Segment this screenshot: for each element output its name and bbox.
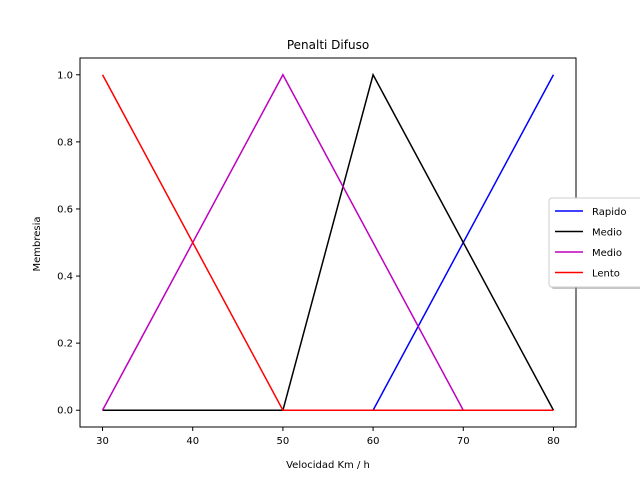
- legend: Rapido Medio Medio Lento: [548, 197, 640, 289]
- legend-label: Lento: [592, 269, 620, 280]
- x-tick-label: 60: [367, 436, 380, 447]
- y-tick-label: 1.0: [57, 70, 73, 81]
- y-tick-label: 0.6: [57, 204, 73, 215]
- legend-label: Medio: [592, 248, 622, 259]
- y-tick-label: 0.8: [57, 137, 73, 148]
- x-tick-label: 50: [277, 436, 290, 447]
- y-tick-label: 0.4: [57, 272, 73, 283]
- axes-layer: 30 40 50 60 70 80 0.0 0.2 0.4 0.6 0.8 1.0: [57, 57, 577, 447]
- chart-title: Penalti Difuso: [287, 38, 369, 52]
- x-tick-label: 80: [547, 436, 560, 447]
- x-axis-label: Velocidad Km / h: [286, 460, 370, 471]
- legend-box: [548, 197, 640, 288]
- legend-label: Medio: [592, 228, 622, 239]
- y-tick-label: 0.0: [57, 406, 73, 417]
- x-tick-label: 70: [457, 436, 470, 447]
- series-line-medio: [102, 72, 555, 411]
- series-line-lento: [101, 74, 554, 411]
- y-axis-label: Membresia: [32, 216, 43, 271]
- x-tick-label: 40: [186, 436, 199, 447]
- series-layer: [101, 72, 555, 411]
- legend-label: Rapido: [592, 207, 626, 218]
- x-tick-label: 30: [96, 436, 109, 447]
- y-tick-label: 0.2: [57, 339, 73, 350]
